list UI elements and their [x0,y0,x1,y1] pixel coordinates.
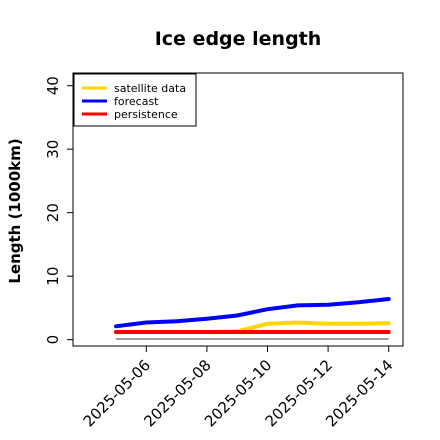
y-tick-label-0: 0 [44,335,62,345]
legend-label-forecast: forecast [114,95,159,108]
y-tick-label-30: 30 [44,140,62,159]
y-tick-label-10: 10 [44,267,62,286]
plot-area: 0102030402025-05-062025-05-082025-05-102… [44,76,397,430]
chart-title: Ice edge length [155,28,322,50]
legend-label-persistence: persistence [114,108,178,121]
series-line-forecast [114,297,391,329]
y-tick-label-40: 40 [44,76,62,95]
legend-label-satellite: satellite data [114,82,186,95]
y-tick-label-20: 20 [44,203,62,222]
legend: satellite data forecast persistence [73,73,197,127]
plot-frame [72,72,404,347]
y-axis-label: Length (1000km) [6,138,24,283]
